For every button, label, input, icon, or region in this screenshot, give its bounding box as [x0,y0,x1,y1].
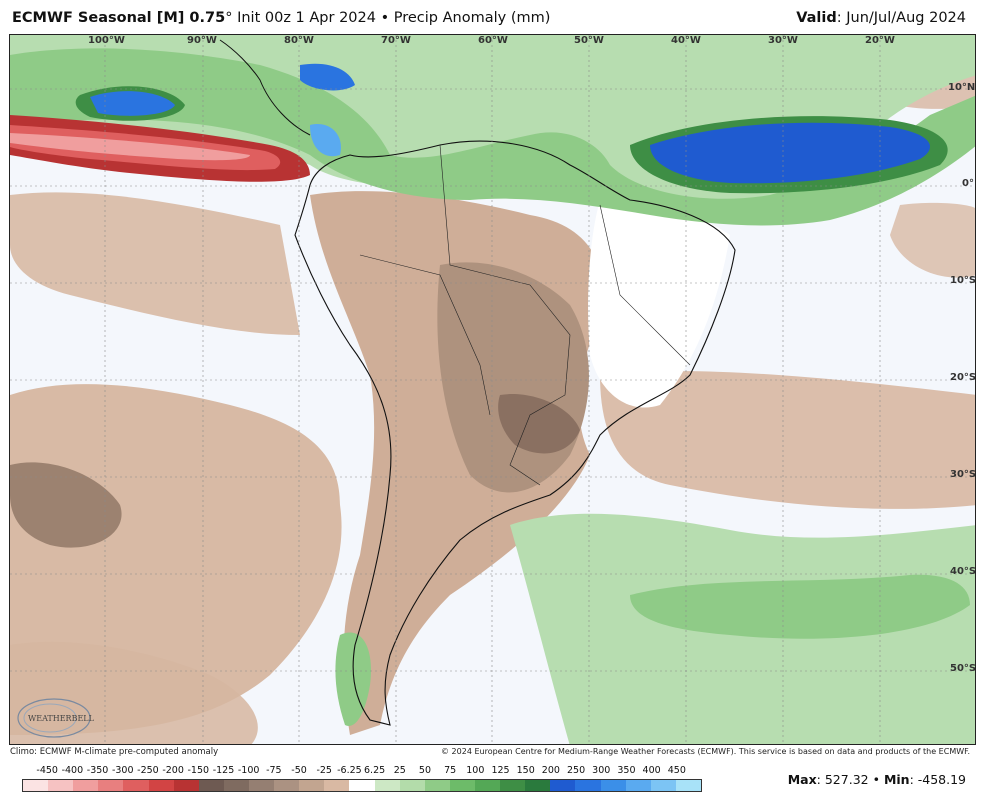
legend-swatch [349,780,375,791]
legend-tick: 75 [444,765,457,776]
legend-swatch [274,780,300,791]
legend-swatch [650,780,676,791]
legend-tick: -300 [111,765,134,776]
legend-swatch [223,780,249,791]
legend-tick: -25 [316,765,332,776]
max-value: : 527.32 [816,772,869,787]
legend-swatch [324,780,350,791]
legend-tick: 450 [667,765,686,776]
max-min-readout: Max: 527.32 • Min: -458.19 [788,772,966,787]
lat-label-50s: 50°S [950,663,976,674]
legend-tick: 50 [418,765,431,776]
legend-swatch [299,780,325,791]
header: ECMWF Seasonal [M] 0.75° Init 00z 1 Apr … [0,0,984,34]
legend-swatch [48,780,74,791]
legend-tick: 6.25 [364,765,386,776]
legend-swatch [173,780,199,791]
lat-label-10n: 10°N [948,82,976,93]
valid-period: Valid: Jun/Jul/Aug 2024 [796,10,966,26]
legend-swatch [474,780,501,791]
title-details: ° Init 00z 1 Apr 2024 • Precip Anomaly (… [225,10,551,26]
climo-note: Climo: ECMWF M-climate pre-computed anom… [10,747,219,757]
lat-label-20s: 20°S [950,372,976,383]
copyright-note: © 2024 European Centre for Medium-Range … [441,747,970,756]
legend-tick: -6.25 [337,765,362,776]
legend-color-bar [22,779,702,792]
separator: • [868,772,884,787]
weatherbell-logo: WEATHERBELL [14,696,100,740]
legend-tick: -450 [36,765,58,776]
legend-swatch [424,780,450,791]
lon-label-100w: 100°W [88,35,125,46]
legend-swatch [550,780,576,791]
legend-swatch [23,780,49,791]
lon-label-30w: 30°W [768,35,798,46]
lon-label-80w: 80°W [284,35,314,46]
lon-label-90w: 90°W [187,35,217,46]
lon-label-20w: 20°W [865,35,895,46]
legend-tick: -400 [61,765,84,776]
legend-tick: -200 [162,765,184,776]
legend-tick: 300 [592,765,611,776]
legend-swatch [374,780,400,791]
lat-label-10s: 10°S [950,275,976,286]
legend-swatch [675,780,701,791]
lon-label-60w: 60°W [478,35,508,46]
min-value: : -458.19 [909,772,966,787]
logo-text: WEATHERBELL [28,714,95,723]
legend-tick: 400 [642,765,661,776]
legend-swatch [73,780,99,791]
legend-swatch [525,780,551,791]
legend-swatch [148,780,174,791]
legend-swatch [98,780,124,791]
legend-swatch [248,780,275,791]
legend-tick: 200 [541,765,560,776]
legend-tick: -50 [291,765,307,776]
legend-tick: -100 [237,765,260,776]
map-canvas [10,35,975,744]
legend-swatch [399,780,425,791]
lon-label-40w: 40°W [671,35,701,46]
map-title: ECMWF Seasonal [M] 0.75° Init 00z 1 Apr … [12,10,550,26]
footer: Climo: ECMWF M-climate pre-computed anom… [0,745,984,808]
legend-tick: 100 [466,765,485,776]
lat-label-40s: 40°S [950,566,976,577]
lat-label-0: 0° [962,178,974,189]
legend-swatch [600,780,626,791]
legend-tick: -350 [86,765,109,776]
min-label: Min [883,772,910,787]
legend-swatch [198,780,224,791]
precip-anomaly-map: 100°W 90°W 80°W 70°W 60°W 50°W 40°W 30°W… [9,34,976,745]
legend-tick: -250 [137,765,159,776]
valid-label: Valid [796,10,837,26]
legend-tick: 350 [617,765,636,776]
legend-swatch [449,780,475,791]
title-model: ECMWF Seasonal [M] 0.75 [12,10,226,26]
legend-tick: 250 [566,765,586,776]
legend-tick: 125 [491,765,510,776]
lon-label-50w: 50°W [574,35,604,46]
legend-tick-labels: -450 -400 -350 -300 -250 -200 -150 -125 -100 -75-… [26,765,702,779]
lon-label-70w: 70°W [381,35,411,46]
legend-swatch [625,780,651,791]
valid-value: : Jun/Jul/Aug 2024 [836,10,966,26]
legend-tick: 150 [516,765,535,776]
legend-tick: -150 [187,765,210,776]
legend-swatch [500,780,526,791]
legend-tick: 25 [393,765,406,776]
legend-swatch [575,780,601,791]
legend-tick: -125 [212,765,235,776]
lat-label-30s: 30°S [950,469,976,480]
max-label: Max [787,772,817,787]
legend-swatch [123,780,149,791]
legend-tick: -75 [266,765,282,776]
